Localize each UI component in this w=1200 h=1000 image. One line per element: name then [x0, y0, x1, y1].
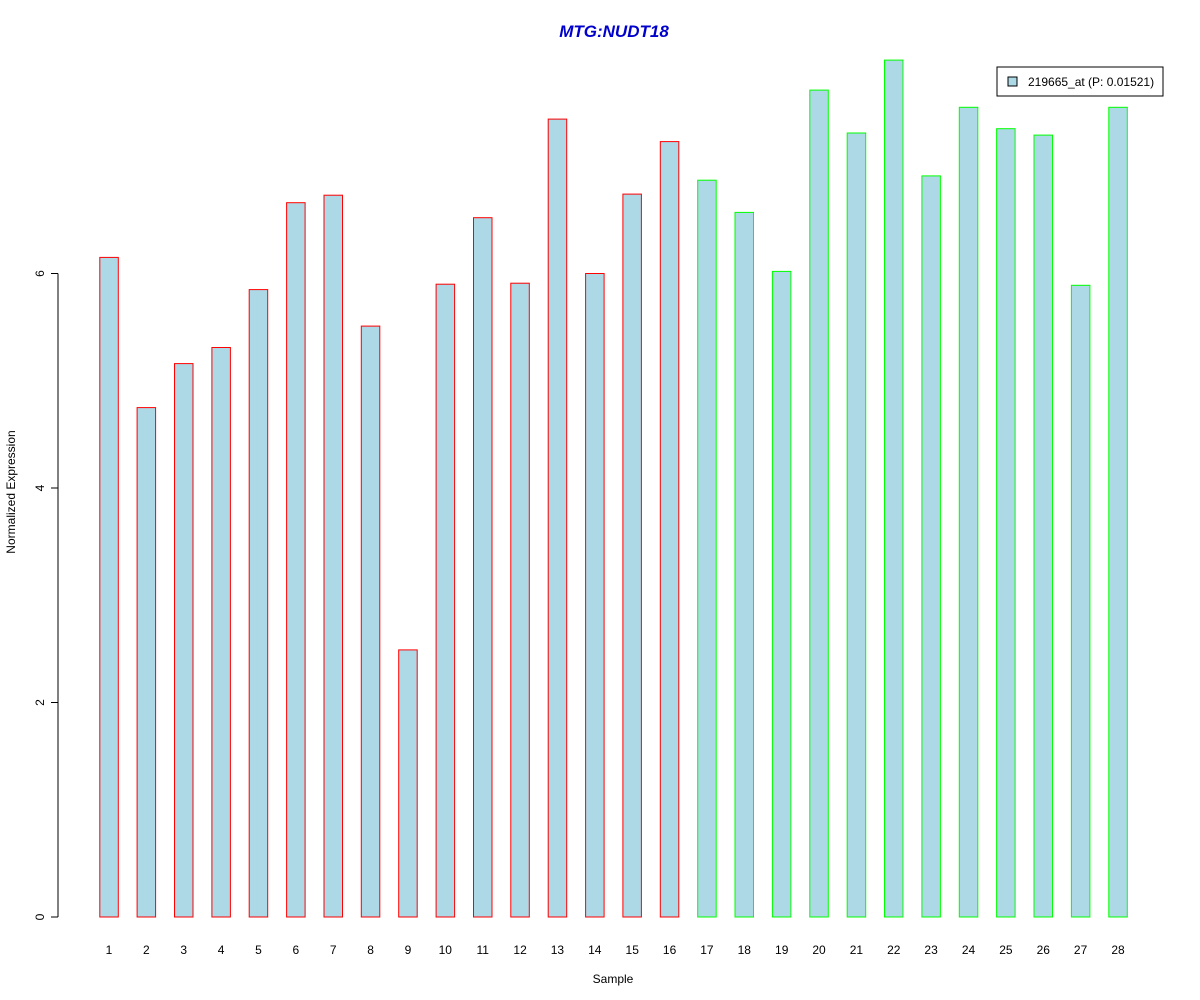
- x-axis-tick-label: 25: [999, 943, 1013, 957]
- bar-sample-5: [248, 289, 269, 918]
- x-axis-tick-label: 24: [962, 943, 976, 957]
- x-axis-tick-label: 17: [700, 943, 714, 957]
- x-axis-tick-label: 22: [887, 943, 901, 957]
- x-axis-tick-labels: 1 2 3 4 5 6 7 8 9 10 11 12 13 14 15 16 17 18 19 20 21 22 23 24 2…: [106, 943, 1125, 957]
- x-axis-label: Sample: [593, 972, 634, 986]
- bar-sample-18: [734, 211, 754, 918]
- bar-sample-26: [1033, 134, 1053, 918]
- x-axis-tick-label: 5: [255, 943, 262, 957]
- bar-sample-4: [211, 347, 231, 918]
- x-axis-tick-label: 23: [924, 943, 938, 957]
- bar-sample-21: [846, 132, 867, 918]
- x-axis-tick-label: 9: [405, 943, 412, 957]
- bar-sample-7: [323, 194, 343, 918]
- x-axis-tick-label: 8: [367, 943, 374, 957]
- y-axis-tick-label: 6: [33, 270, 47, 277]
- x-axis-tick-label: 1: [106, 943, 113, 957]
- bar-sample-23: [921, 175, 941, 918]
- bar-sample-8: [360, 325, 381, 918]
- bar-sample-6: [286, 202, 306, 918]
- bar-sample-16: [659, 141, 680, 918]
- bar-sample-20: [809, 89, 829, 918]
- bar-sample-9: [398, 649, 418, 918]
- bar-sample-17: [697, 179, 717, 918]
- bar-sample-10: [435, 283, 456, 918]
- x-axis-tick-label: 15: [626, 943, 640, 957]
- legend-label: 219665_at (P: 0.01521): [1028, 75, 1154, 89]
- y-axis: 0 2 4 6: [33, 270, 59, 920]
- x-axis-tick-label: 21: [850, 943, 864, 957]
- bar-sample-12: [510, 282, 530, 918]
- x-axis-tick-label: 19: [775, 943, 789, 957]
- bar-sample-1: [99, 256, 119, 918]
- legend-swatch: [1007, 76, 1018, 87]
- bar-sample-15: [622, 193, 642, 918]
- x-axis-tick-label: 4: [218, 943, 225, 957]
- bars: [99, 59, 1128, 918]
- x-axis-tick-label: 3: [180, 943, 187, 957]
- x-axis-tick-label: 27: [1074, 943, 1088, 957]
- x-axis-tick-label: 20: [812, 943, 826, 957]
- bar-sample-14: [585, 273, 605, 918]
- x-axis-tick-label: 14: [588, 943, 602, 957]
- bar-sample-28: [1108, 106, 1128, 918]
- legend: 219665_at (P: 0.01521): [996, 66, 1164, 97]
- bar-sample-13: [547, 118, 568, 918]
- x-axis-tick-label: 26: [1037, 943, 1051, 957]
- bar-sample-19: [771, 270, 792, 918]
- x-axis-tick-label: 13: [551, 943, 565, 957]
- legend-box: [996, 66, 1164, 97]
- bar-sample-3: [174, 363, 194, 918]
- x-axis-tick-label: 6: [293, 943, 300, 957]
- chart-title: MTG:NUDT18: [559, 22, 669, 41]
- y-axis-label: Normalized Expression: [4, 430, 18, 553]
- x-axis-tick-label: 16: [663, 943, 677, 957]
- bar-sample-11: [473, 217, 493, 918]
- bar-sample-2: [136, 407, 157, 918]
- y-axis-tick-label: 2: [33, 699, 47, 706]
- x-axis-tick-label: 18: [738, 943, 752, 957]
- bar-sample-24: [958, 106, 979, 918]
- x-axis-tick-label: 11: [476, 943, 489, 957]
- x-axis-tick-label: 7: [330, 943, 337, 957]
- x-axis-tick-label: 10: [439, 943, 453, 957]
- x-axis-tick-label: 28: [1111, 943, 1125, 957]
- x-axis-tick-label: 12: [513, 943, 527, 957]
- bar-sample-22: [884, 59, 904, 918]
- y-axis-tick-label: 4: [33, 484, 47, 491]
- y-axis-tick-label: 0: [33, 913, 47, 920]
- x-axis-tick-label: 2: [143, 943, 150, 957]
- bar-sample-25: [996, 128, 1016, 918]
- bar-sample-27: [1070, 284, 1091, 918]
